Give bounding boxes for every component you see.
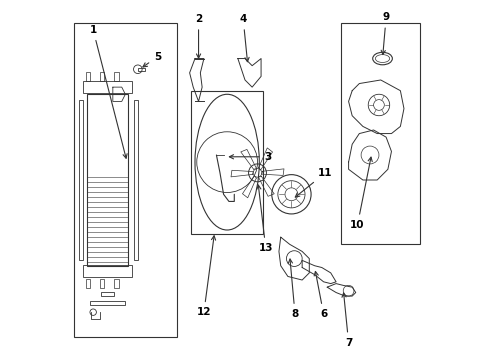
Bar bbox=[87, 94, 128, 266]
Text: 9: 9 bbox=[381, 13, 390, 54]
Text: 12: 12 bbox=[196, 236, 216, 317]
Text: 5: 5 bbox=[143, 52, 161, 67]
Bar bbox=[114, 279, 119, 288]
Bar bbox=[134, 100, 138, 260]
Text: 4: 4 bbox=[240, 14, 249, 62]
Bar bbox=[138, 68, 145, 71]
Bar bbox=[83, 265, 132, 277]
Text: 10: 10 bbox=[350, 157, 372, 230]
Bar bbox=[100, 72, 104, 81]
Text: 2: 2 bbox=[195, 14, 202, 58]
Text: 6: 6 bbox=[314, 271, 327, 319]
Text: 11: 11 bbox=[295, 168, 333, 197]
Bar bbox=[101, 292, 114, 296]
Text: 3: 3 bbox=[229, 152, 272, 162]
Bar bbox=[83, 81, 132, 93]
Text: 8: 8 bbox=[288, 259, 298, 319]
Bar bbox=[114, 72, 119, 81]
Bar bbox=[74, 23, 177, 337]
Bar bbox=[78, 100, 83, 260]
Bar bbox=[86, 279, 90, 288]
Text: 7: 7 bbox=[342, 293, 352, 347]
Text: 13: 13 bbox=[257, 185, 273, 253]
Bar bbox=[342, 23, 420, 244]
Bar bbox=[192, 91, 263, 234]
Bar bbox=[100, 279, 104, 288]
Bar bbox=[90, 301, 125, 305]
Text: 1: 1 bbox=[90, 25, 127, 158]
Bar bbox=[86, 72, 90, 81]
